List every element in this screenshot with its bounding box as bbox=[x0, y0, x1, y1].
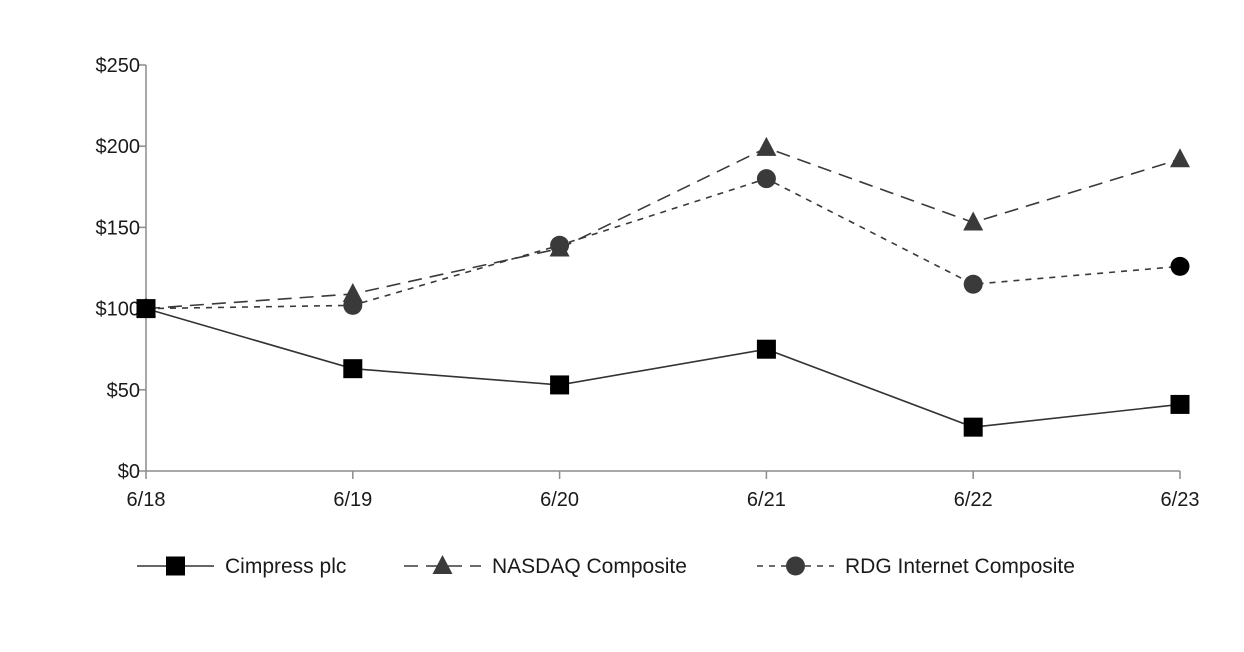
data-point-triangle bbox=[342, 282, 363, 302]
x-tick-label: 6/18 bbox=[127, 489, 166, 511]
legend-label: Cimpress plc bbox=[225, 555, 346, 578]
data-point-square bbox=[756, 339, 776, 359]
series-line bbox=[145, 146, 1181, 310]
legend-item: Cimpress plc bbox=[137, 555, 346, 578]
series-layer bbox=[136, 136, 1190, 437]
y-tick-label: $200 bbox=[96, 136, 141, 158]
y-tick-label: $250 bbox=[96, 55, 141, 77]
y-tick-label: $100 bbox=[96, 299, 141, 321]
data-point-square bbox=[136, 299, 156, 319]
y-tick-label: $50 bbox=[107, 380, 140, 402]
data-point-square bbox=[343, 359, 363, 379]
x-tick-label: 6/19 bbox=[333, 489, 372, 511]
data-point-triangle bbox=[756, 136, 777, 156]
data-point-triangle bbox=[1170, 148, 1190, 168]
legend-label: NASDAQ Composite bbox=[492, 555, 687, 578]
data-point-circle bbox=[343, 295, 363, 315]
data-point-triangle bbox=[963, 211, 984, 231]
x-tick-label: 6/22 bbox=[954, 489, 993, 511]
legend: Cimpress plc NASDAQ Composite RDG Internet… bbox=[137, 555, 1075, 578]
data-point-square bbox=[550, 375, 570, 395]
legend-marker-square bbox=[166, 556, 185, 576]
y-tick-label: $0 bbox=[118, 461, 140, 483]
data-point-square bbox=[1170, 394, 1190, 414]
series-circle bbox=[136, 169, 1190, 319]
data-point-circle bbox=[963, 274, 983, 294]
series-line bbox=[145, 177, 1181, 310]
x-tick-label: 6/21 bbox=[747, 489, 786, 511]
data-point-circle bbox=[550, 235, 570, 255]
legend-label: RDG Internet Composite bbox=[845, 555, 1075, 578]
series-triangle bbox=[136, 136, 1190, 317]
legend-item: NASDAQ Composite bbox=[404, 555, 687, 578]
x-tick-label: 6/20 bbox=[540, 489, 579, 511]
data-point-circle bbox=[1170, 256, 1190, 276]
data-point-square bbox=[963, 417, 983, 437]
x-tick-label: 6/23 bbox=[1161, 489, 1200, 511]
data-point-circle bbox=[756, 169, 776, 189]
legend-marker-circle bbox=[786, 556, 805, 576]
y-tick-label: $150 bbox=[96, 217, 141, 239]
legend-marker-triangle bbox=[432, 555, 453, 574]
legend-item: RDG Internet Composite bbox=[757, 555, 1075, 578]
series-square bbox=[136, 299, 1190, 437]
series-line bbox=[145, 307, 1181, 428]
axes: $0 $50 $100 $150 $200 $250 6/18 6/19 6/20 6/21 6/2… bbox=[96, 55, 1200, 511]
